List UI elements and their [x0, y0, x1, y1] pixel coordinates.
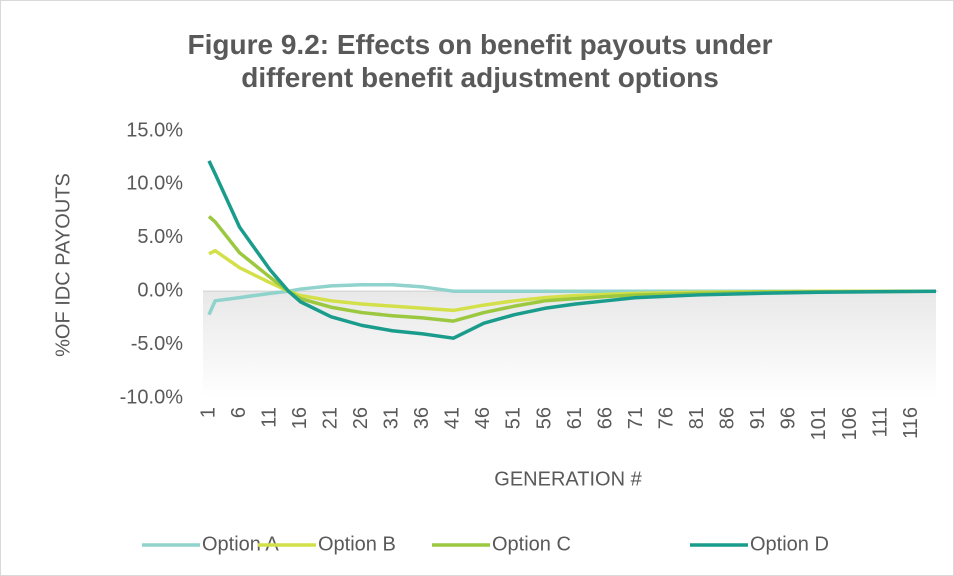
- x-tick-label: 51: [503, 407, 525, 429]
- x-axis-title: GENERATION #: [494, 468, 642, 490]
- y-tick-label: 5.0%: [137, 226, 183, 248]
- series-line: [207, 160, 937, 340]
- x-tick-label: 41: [442, 407, 464, 429]
- x-tick-label: 6: [228, 407, 250, 418]
- x-tick-label: 91: [747, 407, 769, 429]
- y-tick-label: -10.0%: [120, 386, 184, 408]
- x-tick-label: 46: [472, 407, 494, 429]
- x-tick-label: 116: [900, 407, 922, 439]
- x-tick-label: 106: [839, 407, 861, 440]
- y-axis-title: %OF IDC PAYOUTS: [52, 173, 74, 357]
- x-tick-label: 96: [778, 407, 800, 429]
- legend-label: Option D: [750, 533, 829, 555]
- x-tick-label: 36: [411, 407, 433, 429]
- x-tick-label: 26: [350, 407, 372, 429]
- legend-label: Option A: [202, 533, 279, 555]
- x-tick-label: 16: [289, 407, 311, 429]
- chart-title: Figure 9.2: Effects on benefit payouts u…: [187, 29, 773, 93]
- plot-shade: [203, 291, 936, 398]
- x-tick-label: 56: [533, 407, 555, 429]
- x-tick-label: 76: [655, 407, 677, 429]
- x-tick-label: 21: [319, 407, 341, 429]
- y-tick-label: -5.0%: [131, 333, 183, 355]
- series-line: [207, 215, 937, 323]
- x-tick-label: 101: [808, 407, 830, 440]
- y-tick-label: 0.0%: [137, 279, 183, 301]
- y-tick-label: 10.0%: [126, 173, 183, 195]
- x-tick-label: 66: [594, 407, 616, 429]
- legend-label: Option C: [492, 533, 571, 555]
- x-tick-label: 31: [381, 407, 403, 429]
- x-tick-label: 71: [625, 407, 647, 429]
- x-tick-label: 11: [258, 407, 280, 428]
- legend-label: Option B: [318, 533, 396, 555]
- y-tick-label: 15.0%: [126, 119, 183, 141]
- x-tick-label: 86: [717, 407, 739, 429]
- x-tick-label: 111: [869, 407, 891, 437]
- x-tick-label: 81: [686, 407, 708, 429]
- x-tick-label: 1: [197, 407, 219, 418]
- x-tick-label: 61: [564, 407, 586, 429]
